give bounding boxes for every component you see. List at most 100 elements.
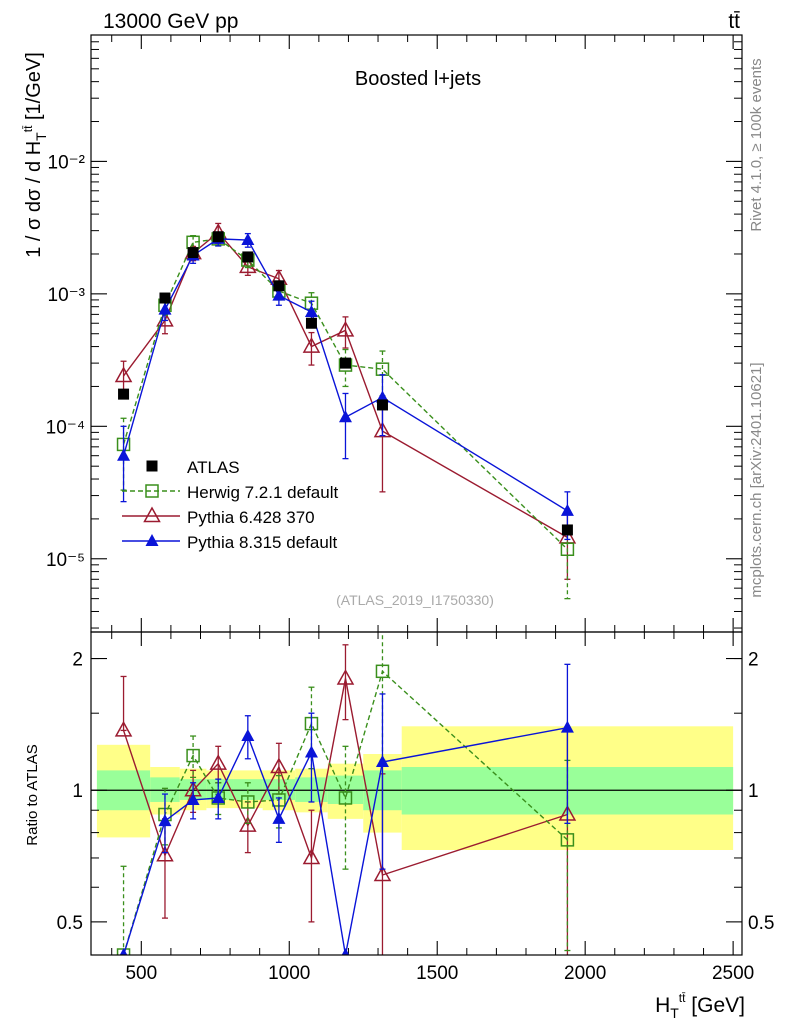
main-point: [273, 280, 285, 292]
main-point: [561, 524, 573, 536]
main-errorbar: [342, 348, 349, 388]
ratio-ytick-label-right: 0.5: [748, 913, 774, 934]
ratio-point: [560, 833, 575, 847]
main-point: [376, 399, 388, 411]
legend-label: Pythia 8.315 default: [187, 533, 338, 552]
energy-label: 13000 GeV pp: [103, 10, 238, 33]
ratio-ytick-label-right: 1: [748, 781, 759, 802]
main-point: [114, 366, 133, 383]
main-point: [304, 304, 318, 317]
ratio-xtick-label: 2000: [564, 963, 606, 984]
band-inner-segment: [233, 779, 263, 800]
ratio-series-group: [114, 632, 577, 955]
ratio-line-pythia-6-428-370: [122, 678, 568, 876]
main-point: [560, 542, 575, 557]
ratio-point: [241, 729, 255, 742]
ratio-panel: 500 1000 1500 2000 2500 0.5 0.5 1 1 2 2 Ratio to A…: [24, 631, 774, 984]
main-point: [117, 448, 131, 461]
main-point: [560, 503, 574, 516]
ratio-point: [375, 664, 390, 679]
ratio-point: [241, 795, 255, 809]
ratio-ytick-label-right: 2: [748, 650, 759, 671]
main-point: [212, 231, 224, 243]
legend-entry-pythia-6-428-370: Pythia 6.428 370: [122, 506, 315, 527]
ratio-point: [239, 816, 257, 832]
main-series-group: [114, 222, 577, 600]
legend-marker: [146, 460, 158, 472]
ratio-point: [209, 754, 228, 770]
main-ytick-label: 10⁻²: [48, 152, 86, 173]
main-point: [159, 292, 171, 304]
ratio-errorbar: [564, 663, 571, 824]
ratio-point: [119, 948, 128, 955]
main-point: [305, 317, 317, 329]
ratio-errorbar: [120, 865, 127, 955]
process-label: tt̄: [728, 10, 740, 33]
legend: ATLAS Herwig 7.2.1 default Pythia 6.428 37…: [122, 458, 338, 552]
ratio-xtick-label: 1500: [416, 963, 458, 984]
main-errorbar: [342, 392, 349, 460]
legend-entry-atlas: ATLAS: [146, 458, 240, 477]
legend-label: ATLAS: [187, 458, 240, 477]
main-point: [118, 388, 130, 400]
legend-entry-herwig-7-2-1-default: Herwig 7.2.1 default: [122, 483, 338, 502]
ratio-errorbar: [244, 801, 251, 854]
ratio-point: [158, 814, 172, 827]
main-errorbar: [120, 425, 127, 503]
legend-marker: [145, 484, 159, 498]
band-inner-segment: [206, 779, 234, 800]
legend-entry-pythia-8-315-default: Pythia 8.315 default: [122, 533, 338, 552]
main-axis-ticks: 10⁻⁵ 10⁻⁴ 10⁻³ 10⁻²: [46, 34, 742, 632]
main-point: [338, 410, 352, 423]
main-point: [373, 421, 392, 438]
ratio-point: [302, 848, 321, 865]
main-point: [242, 251, 254, 263]
legend-label: Pythia 6.428 370: [187, 508, 315, 527]
main-y-axis-label-text: 1 / σ dσ / d HTtt̄ [1/GeV]: [21, 52, 49, 258]
ratio-errorbar: [342, 644, 349, 721]
main-y-axis-label: 1 / σ dσ / d HTtt̄ [1/GeV]: [21, 52, 49, 258]
legend-marker: [143, 506, 161, 523]
ratio-point: [156, 845, 174, 862]
ratio-y-axis-label: Ratio to ATLAS: [24, 744, 41, 845]
ratio-point: [211, 790, 225, 803]
ratio-xtick-label: 1000: [268, 963, 310, 984]
ratio-xtick-label: 2500: [712, 963, 754, 984]
main-ytick-label: 10⁻⁵: [46, 550, 85, 571]
ratio-line-pythia-8-315-default: [122, 726, 568, 955]
main-ytick-label: 10⁻³: [48, 285, 86, 306]
ratio-point: [341, 948, 350, 955]
ratio-frame: [90, 631, 743, 956]
ratio-point: [186, 792, 200, 805]
main-line-pythia-6-428-370: [122, 231, 568, 539]
ratio-errorbar: [308, 809, 315, 923]
ratio-ytick-label: 0.5: [57, 913, 83, 934]
legend-label: Herwig 7.2.1 default: [187, 483, 338, 502]
ratio-errorbar: [308, 712, 315, 803]
ratio-series-pythia-8-315-default: [119, 663, 574, 955]
legend-marker: [145, 534, 159, 546]
ratio-point: [270, 757, 288, 774]
ratio-uncertainty-band: [96, 726, 734, 850]
main-point: [272, 288, 286, 301]
main-series-atlas: [118, 231, 573, 536]
ratio-point: [304, 745, 318, 758]
main-panel: 10⁻⁵ 10⁻⁴ 10⁻³ 10⁻² Boosted l+jets 1 / σ dσ…: [21, 34, 743, 633]
ratio-errorbar: [190, 735, 197, 779]
main-point: [241, 233, 255, 246]
ratio-point: [375, 755, 389, 768]
main-title: Boosted l+jets: [355, 68, 481, 90]
main-point: [336, 320, 355, 337]
ratio-point: [186, 748, 200, 763]
ratio-line-herwig-7-2-1-default: [122, 670, 568, 955]
ratio-errorbar: [342, 745, 349, 870]
ratio-point: [336, 669, 355, 685]
main-line-herwig-7-2-1-default: [122, 238, 568, 550]
ratio-point: [560, 720, 574, 733]
ratio-ytick-label: 1: [72, 781, 83, 802]
ratio-errorbar: [379, 693, 386, 870]
source-label: mcplots.cern.ch [arXiv:2401.10621]: [748, 362, 765, 597]
ratio-xtick-label: 500: [125, 963, 157, 984]
ratio-axis-ticks: 500 1000 1500 2000 2500 0.5 0.5 1 1 2 2: [57, 632, 774, 984]
